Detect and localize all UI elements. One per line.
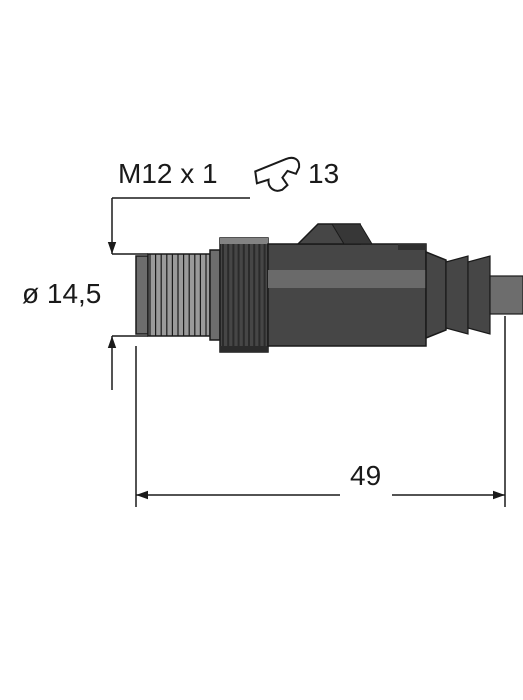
length-label: 49 xyxy=(350,460,381,492)
wrench-label: 13 xyxy=(308,158,339,190)
diameter-label: ø 14,5 xyxy=(22,278,101,310)
thread-label: M12 x 1 xyxy=(118,158,218,190)
